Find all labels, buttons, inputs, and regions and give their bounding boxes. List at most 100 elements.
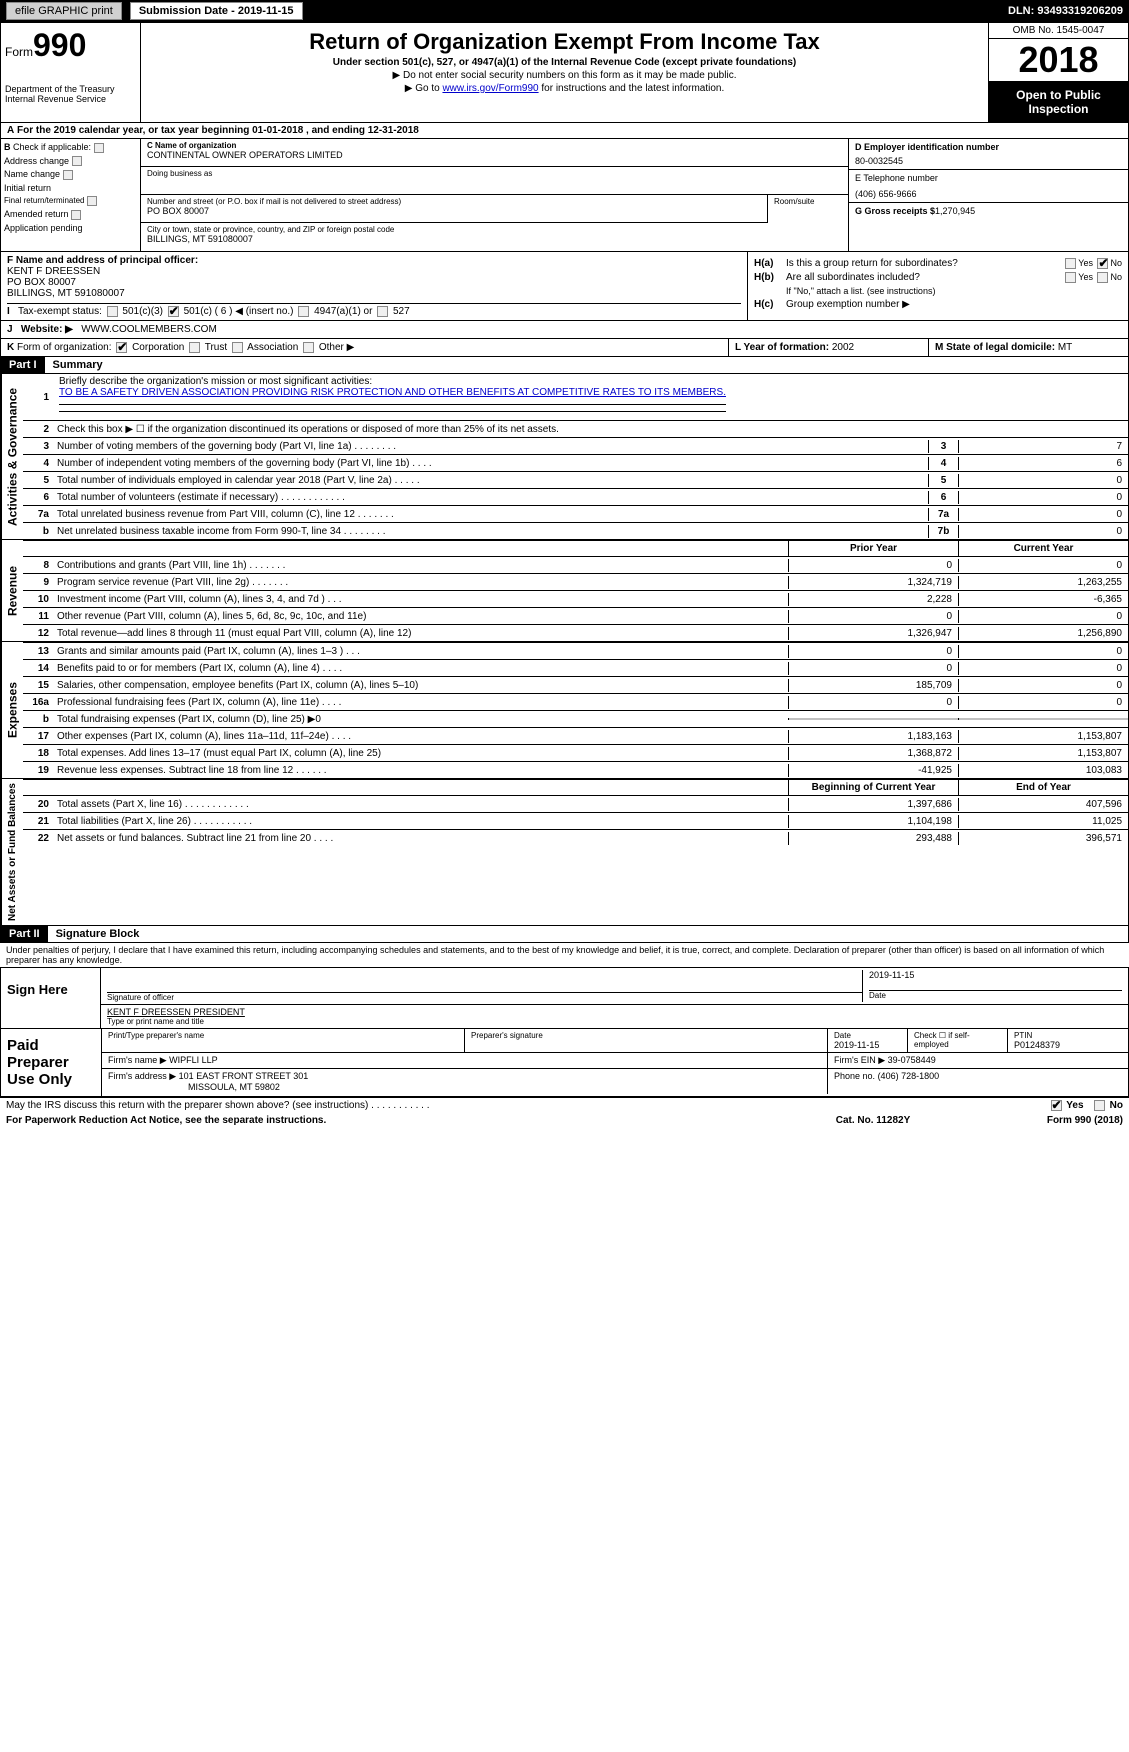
discuss-row: May the IRS discuss this return with the… <box>0 1097 1129 1113</box>
mission-text: TO BE A SAFETY DRIVEN ASSOCIATION PROVID… <box>59 387 726 398</box>
part2-title: Signature Block <box>48 926 148 942</box>
part1-title: Summary <box>45 357 111 373</box>
form-note1: ▶ Do not enter social security numbers o… <box>149 70 980 81</box>
boy-hdr: Beginning of Current Year <box>788 780 958 795</box>
website-url: WWW.COOLMEMBERS.COM <box>81 324 217 335</box>
part1-governance: Activities & Governance 1Briefly describ… <box>0 374 1129 540</box>
org-name: CONTINENTAL OWNER OPERATORS LIMITED <box>147 150 842 160</box>
part1-revenue: Revenue Prior YearCurrent Year 8Contribu… <box>0 540 1129 642</box>
gov-line: bNet unrelated business taxable income f… <box>23 522 1128 539</box>
telephone: (406) 656-9666 <box>855 189 1122 199</box>
data-line: 11Other revenue (Part VIII, column (A), … <box>23 607 1128 624</box>
data-line: 8Contributions and grants (Part VIII, li… <box>23 556 1128 573</box>
data-line: 10Investment income (Part VIII, column (… <box>23 590 1128 607</box>
data-line: 9Program service revenue (Part VIII, lin… <box>23 573 1128 590</box>
prep-date: 2019-11-15 <box>834 1040 901 1050</box>
section-b-c-d: B Check if applicable: Address change Na… <box>0 139 1129 252</box>
section-f: F Name and address of principal officer:… <box>1 252 748 320</box>
cb-4947[interactable]: 4947(a)(1) or <box>314 306 372 317</box>
cb-amended[interactable]: Amended return <box>4 209 69 219</box>
firm-addr2: MISSOULA, MT 59802 <box>188 1082 280 1092</box>
line2-discontinued: Check this box ▶ ☐ if the organization d… <box>53 423 1128 436</box>
page-footer: For Paperwork Reduction Act Notice, see … <box>0 1113 1129 1128</box>
cb-pending[interactable]: Application pending <box>4 223 83 233</box>
form-title: Return of Organization Exempt From Incom… <box>149 29 980 55</box>
paid-preparer: Paid Preparer Use Only Print/Type prepar… <box>0 1029 1129 1097</box>
cb-final-return[interactable]: Final return/terminated <box>4 196 84 205</box>
data-line: 22Net assets or fund balances. Subtract … <box>23 829 1128 846</box>
tax-exempt-label: Tax-exempt status: <box>18 306 102 317</box>
data-line: 16aProfessional fundraising fees (Part I… <box>23 693 1128 710</box>
form-prefix: Form <box>5 45 33 59</box>
part1-net-assets: Net Assets or Fund Balances Beginning of… <box>0 779 1129 926</box>
form-number: 990 <box>33 27 86 63</box>
year-formation: 2002 <box>832 342 854 353</box>
firm-name: WIPFLI LLP <box>169 1055 218 1065</box>
cb-association[interactable]: Association <box>247 342 298 353</box>
data-line: 20Total assets (Part X, line 16) . . . .… <box>23 795 1128 812</box>
gross-receipts: 1,270,945 <box>935 206 975 216</box>
part1-expenses: Expenses 13Grants and similar amounts pa… <box>0 642 1129 779</box>
discuss-yes[interactable]: Yes <box>1066 1100 1083 1111</box>
data-line: 15Salaries, other compensation, employee… <box>23 676 1128 693</box>
signature-block: Sign Here Signature of officer 2019-11-15… <box>0 968 1129 1029</box>
cat-no: Cat. No. 11282Y <box>773 1115 973 1126</box>
gov-line: 4Number of independent voting members of… <box>23 454 1128 471</box>
efile-print-btn[interactable]: efile GRAPHIC print <box>6 2 122 20</box>
cb-other[interactable]: Other ▶ <box>319 342 354 353</box>
revenue-label: Revenue <box>1 540 23 641</box>
efile-header: efile GRAPHIC print Submission Date - 20… <box>0 0 1129 22</box>
officer-printed-name: KENT F DREESSEN PRESIDENT <box>107 1007 1122 1017</box>
current-year-hdr: Current Year <box>958 541 1128 556</box>
cb-name-change[interactable]: Name change <box>4 169 60 179</box>
data-line: 18Total expenses. Add lines 13–17 (must … <box>23 744 1128 761</box>
tax-year: 2018 <box>989 39 1128 82</box>
cb-501c3[interactable]: 501(c)(3) <box>122 306 163 317</box>
section-b: B Check if applicable: Address change Na… <box>1 139 141 251</box>
cb-initial-return[interactable]: Initial return <box>4 183 51 193</box>
cb-527[interactable]: 527 <box>393 306 410 317</box>
room-suite: Room/suite <box>768 195 848 223</box>
net-assets-label: Net Assets or Fund Balances <box>1 779 23 925</box>
data-line: 19Revenue less expenses. Subtract line 1… <box>23 761 1128 778</box>
officer-addr1: PO BOX 80007 <box>7 277 76 288</box>
part2-header: Part II <box>1 926 48 942</box>
section-d-e-g: D Employer identification number80-00325… <box>848 139 1128 251</box>
sig-date: 2019-11-15 <box>869 970 1122 980</box>
cb-corporation[interactable]: Corporation <box>132 342 184 353</box>
street-address: PO BOX 80007 <box>147 206 761 216</box>
sign-here-label: Sign Here <box>1 968 101 1028</box>
gov-line: 5Total number of individuals employed in… <box>23 471 1128 488</box>
firm-phone: (406) 728-1800 <box>878 1071 940 1081</box>
form-header: Form990 Department of the Treasury Inter… <box>0 22 1129 123</box>
ptin: P01248379 <box>1014 1040 1122 1050</box>
firm-addr1: 101 EAST FRONT STREET 301 <box>179 1071 309 1081</box>
data-line: bTotal fundraising expenses (Part IX, co… <box>23 710 1128 727</box>
officer-name: KENT F DREESSEN <box>7 266 100 277</box>
gov-line: 3Number of voting members of the governi… <box>23 437 1128 454</box>
gov-line: 6Total number of volunteers (estimate if… <box>23 488 1128 505</box>
city-state-zip: BILLINGS, MT 591080007 <box>147 234 842 244</box>
data-line: 12Total revenue—add lines 8 through 11 (… <box>23 624 1128 641</box>
part1-header: Part I <box>1 357 45 373</box>
ein: 80-0032545 <box>855 156 1122 166</box>
cb-address-change[interactable]: Address change <box>4 156 69 166</box>
form-subtitle: Under section 501(c), 527, or 4947(a)(1)… <box>149 57 980 68</box>
prep-self-employed[interactable]: Check ☐ if self-employed <box>914 1031 1001 1049</box>
row-a-tax-year: A For the 2019 calendar year, or tax yea… <box>0 123 1129 139</box>
dept-label: Department of the Treasury Internal Reve… <box>5 84 136 104</box>
data-line: 13Grants and similar amounts paid (Part … <box>23 642 1128 659</box>
irs-link[interactable]: www.irs.gov/Form990 <box>442 83 538 94</box>
data-line: 21Total liabilities (Part X, line 26) . … <box>23 812 1128 829</box>
discuss-no[interactable]: No <box>1110 1100 1123 1111</box>
row-k-l-m: K Form of organization: Corporation Trus… <box>0 339 1129 357</box>
omb-no: OMB No. 1545-0047 <box>989 23 1128 39</box>
submission-date: Submission Date - 2019-11-15 <box>130 2 303 20</box>
sig-officer-label: Signature of officer <box>107 992 862 1002</box>
cb-501c[interactable]: 501(c) ( 6 ) ◀ (insert no.) <box>184 306 294 317</box>
data-line: 14Benefits paid to or for members (Part … <box>23 659 1128 676</box>
cb-trust[interactable]: Trust <box>205 342 227 353</box>
section-h: H(a)Is this a group return for subordina… <box>748 252 1128 320</box>
paid-preparer-label: Paid Preparer Use Only <box>1 1029 101 1096</box>
section-c: C Name of organizationCONTINENTAL OWNER … <box>141 139 848 251</box>
